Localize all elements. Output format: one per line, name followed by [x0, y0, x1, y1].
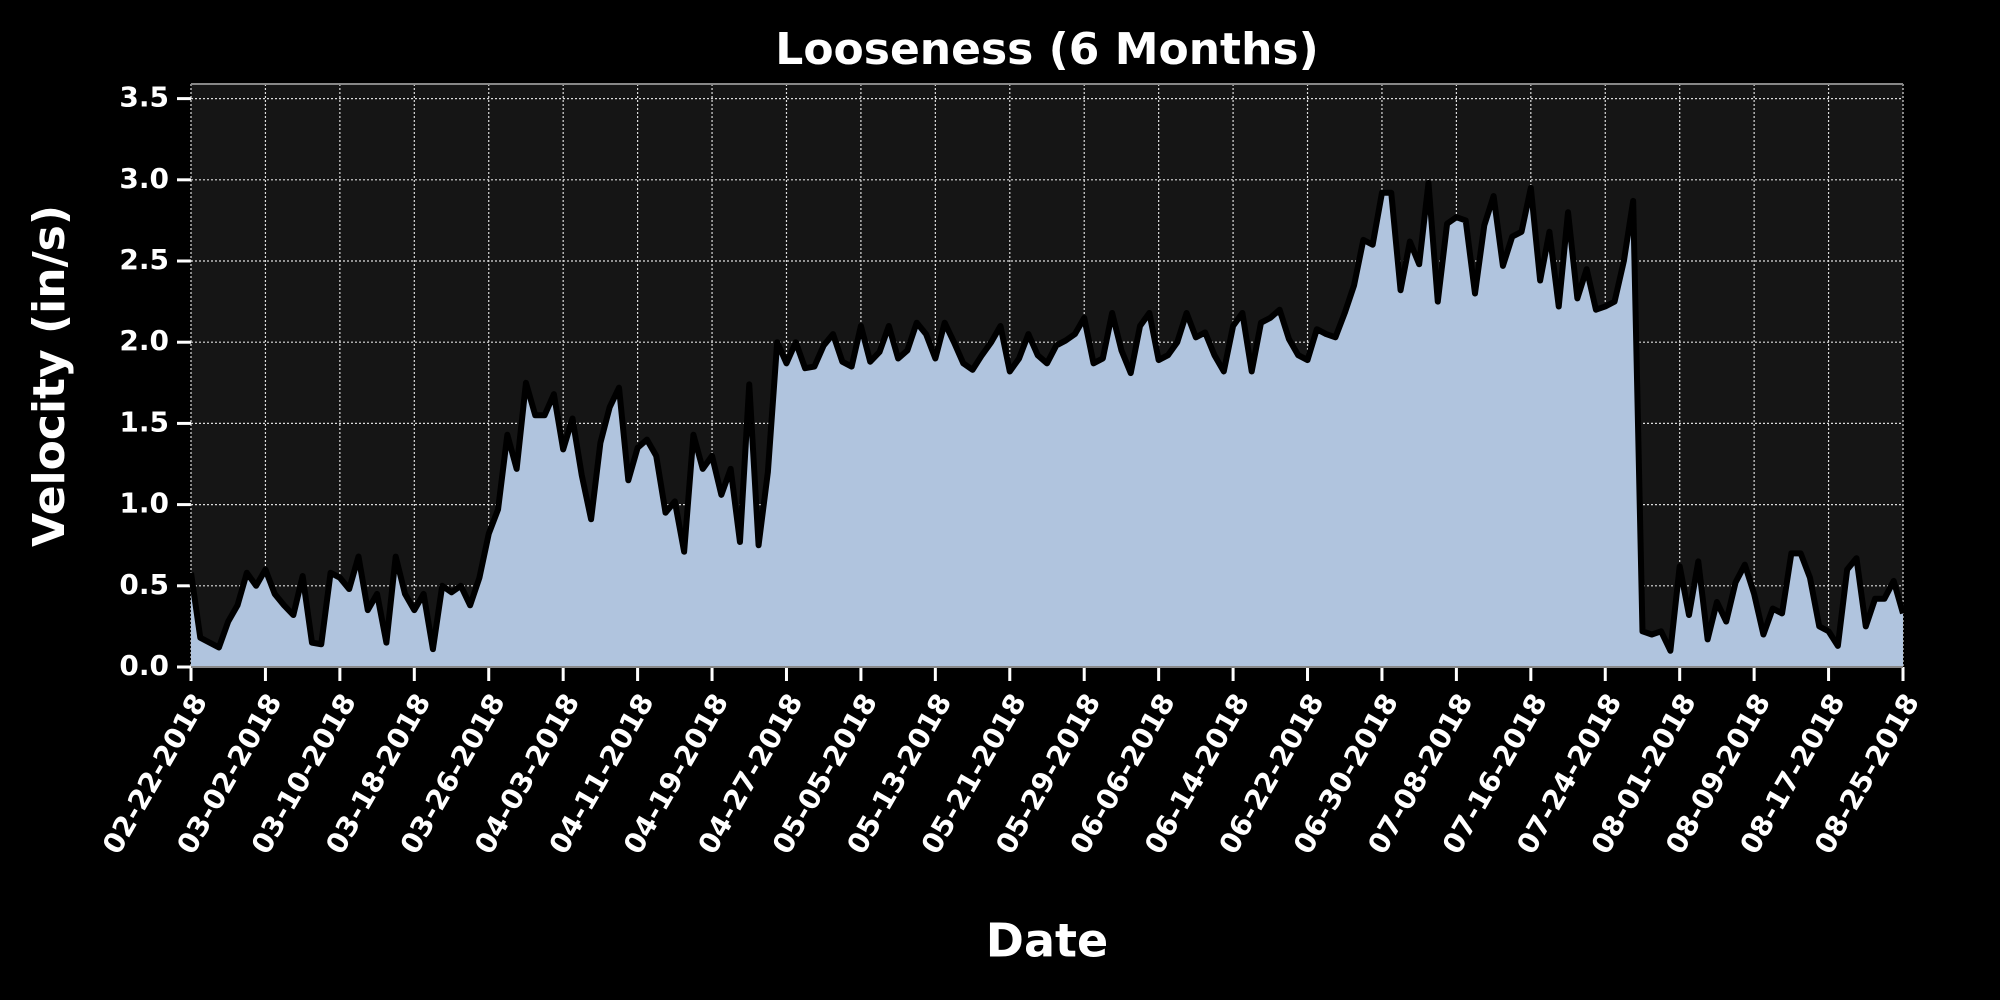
y-tick-label: 3.0 [119, 162, 169, 195]
y-tick-label: 1.0 [119, 487, 169, 520]
line [188, 180, 1906, 654]
y-tick-label: 1.5 [119, 405, 169, 438]
y-tick-label: 0.5 [119, 568, 169, 601]
y-tick-label: 2.5 [119, 243, 169, 276]
y-tick-label: 2.0 [119, 324, 169, 357]
y-tick-label: 0.0 [119, 649, 169, 682]
chart-title: Looseness (6 Months) [775, 24, 1318, 75]
area [191, 183, 1903, 667]
y-tick-label: 3.5 [119, 81, 169, 114]
y-axis-label: Velocity (in/s) [24, 205, 75, 547]
x-axis-label: Date [986, 914, 1108, 968]
